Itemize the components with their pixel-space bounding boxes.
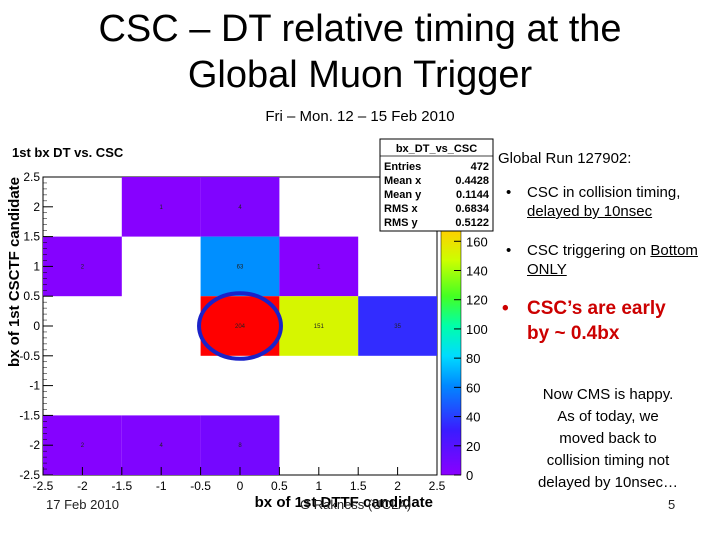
stats-title: bx_DT_vs_CSC (396, 143, 477, 155)
note-line: delayed by 10nsec… (537, 474, 679, 491)
note-line: moved back to (559, 430, 657, 447)
y-axis-label: bx of 1st CSCTF candidate (6, 177, 23, 367)
stats-value: 0.5122 (455, 217, 489, 229)
heatmap-cell (121, 415, 201, 475)
bullet-text: CSC in collision timing, (527, 184, 681, 201)
heatmap-cell (279, 296, 359, 356)
stats-label: RMS x (384, 203, 419, 215)
x-tick-label: 2 (394, 479, 401, 493)
colorbar-tick-label: 0 (466, 468, 473, 483)
status-note: Now CMS is happy. As of today, we moved … (508, 384, 708, 494)
heatmap-cell (200, 296, 280, 356)
stats-value: 0.1144 (456, 189, 490, 201)
heatmap-cell (200, 177, 280, 237)
x-tick-label: 1.5 (350, 479, 367, 493)
x-tick-label: 0 (237, 479, 244, 493)
stats-label: Mean y (384, 189, 422, 201)
x-tick-label: -2 (77, 479, 88, 493)
heatmap-cell (43, 415, 122, 475)
y-tick-label: 2.5 (23, 170, 40, 184)
x-tick-label: -1.5 (111, 479, 132, 493)
title-line-1: CSC – DT relative timing at the (98, 8, 622, 50)
cell-label: 1 (160, 205, 164, 211)
colorbar-tick-label: 140 (466, 263, 488, 278)
conclusion-bullet: CSC’s are early by ~ 0.4bx (500, 296, 720, 346)
y-tick-label: 1 (33, 259, 40, 273)
y-tick-label: -1.5 (19, 408, 40, 422)
bullet-list: CSC in collision timing, delayed by 10ns… (500, 183, 720, 279)
page-number: 5 (668, 497, 676, 512)
note-line: Now CMS is happy. (542, 386, 674, 403)
cell-label: 204 (235, 324, 246, 330)
colorbar-tick-label: 60 (466, 380, 480, 395)
y-tick-label: 0 (33, 319, 40, 333)
cell-label: 1 (317, 264, 321, 270)
y-tick-label: -2 (29, 438, 40, 452)
heatmap-cell (200, 415, 280, 475)
note-line: As of today, we (557, 408, 659, 425)
stats-box (379, 138, 494, 232)
x-tick-label: 0.5 (271, 479, 288, 493)
chart-title: 1st bx DT vs. CSC (12, 145, 124, 160)
heatmap-cell (358, 296, 437, 356)
cell-label: 4 (238, 205, 242, 211)
y-tick-label: -2.5 (19, 468, 40, 482)
y-tick-label: -0.5 (19, 349, 40, 363)
x-tick-label: 2.5 (429, 479, 446, 493)
cell-label: 2 (81, 264, 85, 270)
x-axis-label: bx of 1st DTTF candidate (255, 494, 433, 511)
y-tick-label: 1.5 (23, 230, 40, 244)
stats-value: 0.6834 (455, 203, 490, 215)
slide-title: CSC – DT relative timing at the Global M… (40, 6, 680, 98)
note-line: collision timing not (546, 452, 670, 469)
colorbar-tick-label: 20 (466, 439, 480, 454)
stats-value: 0.4428 (455, 175, 489, 187)
cell-label: 35 (394, 324, 401, 330)
x-tick-label: -1 (156, 479, 167, 493)
heatmap-cell (43, 236, 122, 297)
stats-label: RMS y (384, 217, 419, 229)
x-tick-label: -0.5 (190, 479, 211, 493)
footer-author: G Rakness (UCLA) (300, 497, 412, 512)
title-line-2: Global Muon Trigger (187, 54, 533, 96)
cell-label: 8 (238, 443, 242, 449)
heatmap-cell (200, 236, 280, 297)
bullet-emphasis: delayed by 10nsec (527, 203, 653, 220)
conclusion-line-2: by ~ 0.4bx (527, 323, 620, 344)
heatmap-plot: 1 4 2 63 1 204 151 35 2 4 8 -2.5 -2 -1.5 -1 -0.5 0 0.5 1 1.… (6, 138, 494, 511)
stats-label: Entries (384, 161, 421, 173)
x-tick-label: -2.5 (33, 479, 54, 493)
colorbar-tick-label: 100 (466, 322, 488, 337)
footer-date: 17 Feb 2010 (46, 497, 120, 512)
bullet-emphasis: Bottom ONLY (527, 242, 698, 278)
y-tick-label: 2 (33, 200, 40, 214)
cell-label: 151 (314, 324, 325, 330)
colorbar-tick-label: 80 (466, 351, 480, 366)
cell-label: 63 (237, 264, 244, 270)
y-tick-label: 0.5 (23, 289, 40, 303)
heatmap-cell (121, 177, 201, 237)
heatmap-cell (279, 236, 359, 297)
highlight-circle (197, 291, 283, 361)
bullet-bottom-only: CSC triggering on Bottom ONLY (500, 241, 720, 279)
colorbar-tick-label: 120 (466, 293, 488, 308)
conclusion-line-1: CSC’s are early (527, 298, 666, 319)
colorbar-tick-label: 40 (466, 410, 480, 425)
stats-label: Mean x (384, 175, 422, 187)
run-label: Global Run 127902: (498, 150, 632, 167)
bullet-collision-timing: CSC in collision timing, delayed by 10ns… (500, 183, 720, 221)
slide-subtitle: Fri – Mon. 12 – 15 Feb 2010 (265, 108, 455, 125)
colorbar-tick-label: 160 (466, 234, 488, 249)
cell-label: 4 (160, 443, 164, 449)
y-tick-label: -1 (29, 379, 40, 393)
x-tick-label: 1 (315, 479, 322, 493)
cell-label: 2 (81, 443, 85, 449)
bullet-text: CSC triggering on (527, 242, 651, 259)
stats-value: 472 (471, 161, 489, 173)
